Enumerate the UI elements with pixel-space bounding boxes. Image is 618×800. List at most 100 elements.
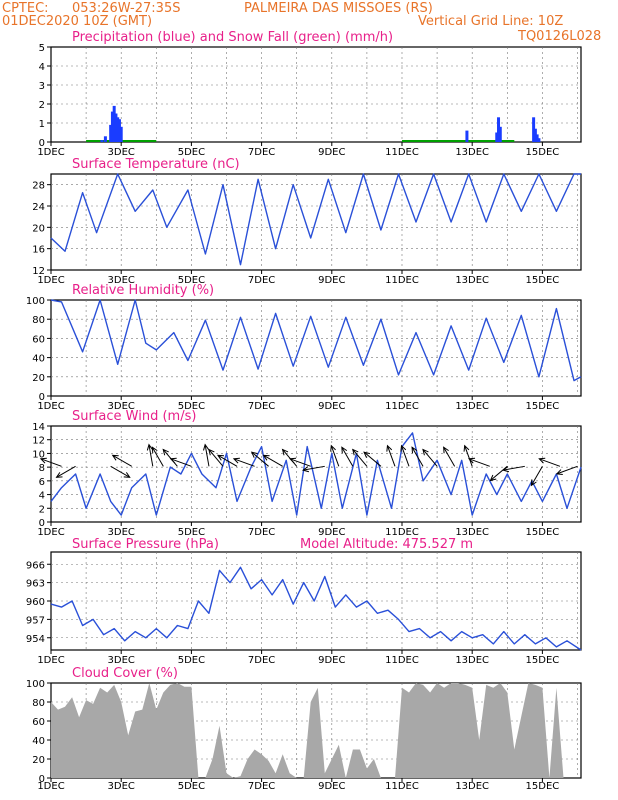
x-tick-label: 11DEC xyxy=(385,655,419,666)
x-tick-label: 5DEC xyxy=(178,655,205,666)
panel-title: Surface Temperature (nC) xyxy=(72,157,240,172)
wind-arrow xyxy=(217,454,238,467)
x-tick-label: 11DEC xyxy=(385,147,419,158)
x-tick-label: 1DEC xyxy=(37,401,64,412)
panel-frame xyxy=(50,425,582,523)
wind-arrow xyxy=(464,445,473,467)
x-tick-label: 13DEC xyxy=(455,147,489,158)
precip-bar xyxy=(465,130,469,142)
rh-series-line xyxy=(50,299,582,382)
panel-rh: 0 20 40 60 80 100 1DEC 3DEC 5DEC 7DEC 9DEC 11DEC 13D… xyxy=(26,283,582,412)
wind-arrow xyxy=(56,465,76,478)
y-tick-label: 957 xyxy=(26,615,45,626)
panel-frame xyxy=(50,173,582,271)
wind-arrow xyxy=(352,449,368,467)
x-tick-label: 3DEC xyxy=(108,401,135,412)
wind-arrow-head xyxy=(411,446,418,454)
x-tick-label: 7DEC xyxy=(248,527,275,538)
x-tick-label: 9DEC xyxy=(318,401,345,412)
wind-arrow-head xyxy=(400,444,407,452)
wind-arrow xyxy=(363,451,382,467)
x-tick-label: 11DEC xyxy=(385,275,419,286)
y-tick-label: 14 xyxy=(32,422,45,433)
x-tick-label: 9DEC xyxy=(318,655,345,666)
wind-arrow-head xyxy=(502,466,510,473)
x-tick-label: 7DEC xyxy=(248,401,275,412)
panel-pres: 954 957 960 963 966 1DEC 3DEC 5DEC 7DEC 9DEC 11DEC… xyxy=(26,537,582,666)
wind-arrow-head xyxy=(363,451,371,458)
panel-cloud: 0 20 40 60 80 100 1DEC 3DEC 5DEC 7DEC 9DEC 11DEC 13D… xyxy=(26,666,582,792)
panel-title: Cloud Cover (%) xyxy=(72,666,178,681)
y-tick-label: 40 xyxy=(32,354,45,365)
wind-arrow xyxy=(112,454,132,467)
x-tick-label: 1DEC xyxy=(37,527,64,538)
wind-arrow xyxy=(170,458,192,467)
precip-bar xyxy=(114,113,118,142)
y-tick-label: 10 xyxy=(32,449,45,460)
wind-arrow-head xyxy=(489,474,497,482)
x-tick-label: 9DEC xyxy=(318,527,345,538)
wind-arrow-head xyxy=(330,444,336,452)
x-tick-label: 3DEC xyxy=(108,527,135,538)
wind-arrow xyxy=(40,458,62,467)
header-place: PALMEIRA DAS MISSOES (RS) xyxy=(244,1,433,16)
wind-arrow xyxy=(468,458,490,467)
wind-arrow-head xyxy=(301,466,310,473)
panel-annotation: Model Altitude: 475.527 m xyxy=(300,537,473,552)
wind-arrow-head xyxy=(530,479,537,487)
y-tick-label: 80 xyxy=(32,315,45,326)
wind-arrow-head xyxy=(281,448,289,456)
x-tick-label: 1DEC xyxy=(37,147,64,158)
precip-bar xyxy=(117,119,121,142)
wind-arrow xyxy=(341,447,354,467)
x-tick-label: 1DEC xyxy=(37,655,64,666)
wind-arrow-head xyxy=(262,454,270,461)
x-tick-label: 15DEC xyxy=(526,147,560,158)
header: CPTEC: 053:26W-27:35S PALMEIRA DAS MISSO… xyxy=(2,1,601,44)
x-tick-label: 7DEC xyxy=(248,781,275,792)
y-tick-label: 16 xyxy=(32,245,45,256)
wind-arrow-head xyxy=(352,448,359,456)
y-tick-label: 2 xyxy=(39,100,45,111)
temp-series-line xyxy=(50,173,581,266)
wind-arrow xyxy=(503,465,525,471)
y-tick-label: 963 xyxy=(26,579,45,590)
wind-arrow xyxy=(289,458,311,467)
wind-arrow-head xyxy=(203,443,210,451)
header-coords: 053:26W-27:35S xyxy=(72,1,180,16)
wind-arrow-head xyxy=(232,457,240,464)
y-tick-label: 2 xyxy=(39,504,45,515)
panel-title: Precipitation (blue) and Snow Fall (gree… xyxy=(72,30,393,45)
precip-bar xyxy=(497,117,501,142)
y-tick-label: 40 xyxy=(32,736,45,747)
x-tick-label: 13DEC xyxy=(455,527,489,538)
wind-arrow-head xyxy=(288,457,297,464)
x-tick-label: 3DEC xyxy=(108,781,135,792)
header-left: CPTEC: xyxy=(2,1,49,16)
y-tick-label: 12 xyxy=(32,436,45,447)
y-tick-label: 12 xyxy=(32,266,45,277)
x-tick-label: 15DEC xyxy=(526,781,560,792)
x-tick-label: 3DEC xyxy=(108,147,135,158)
pres-series-line xyxy=(50,566,582,651)
y-tick-label: 4 xyxy=(39,491,45,502)
x-tick-label: 13DEC xyxy=(455,781,489,792)
x-tick-label: 15DEC xyxy=(526,527,560,538)
y-tick-label: 966 xyxy=(26,560,45,571)
x-tick-label: 11DEC xyxy=(385,781,419,792)
wind-arrow-head xyxy=(55,472,63,478)
precip-bar xyxy=(535,134,539,142)
precip-bar xyxy=(110,111,114,142)
wind-arrow xyxy=(556,465,578,475)
y-tick-label: 4 xyxy=(39,62,45,73)
y-tick-label: 5 xyxy=(39,43,45,54)
precip-bar xyxy=(495,132,499,142)
wind-arrow-head xyxy=(250,451,258,458)
wind-arrow-head xyxy=(162,448,169,456)
panel-title: Surface Wind (m/s) xyxy=(72,409,196,424)
panel-temp: 12 16 20 24 28 1DEC 3DEC 5DEC 7DEC 9DEC 11DEC 13DEC… xyxy=(32,157,582,286)
x-tick-label: 5DEC xyxy=(178,527,205,538)
y-tick-label: 6 xyxy=(39,477,45,488)
wind-arrow xyxy=(110,465,130,478)
